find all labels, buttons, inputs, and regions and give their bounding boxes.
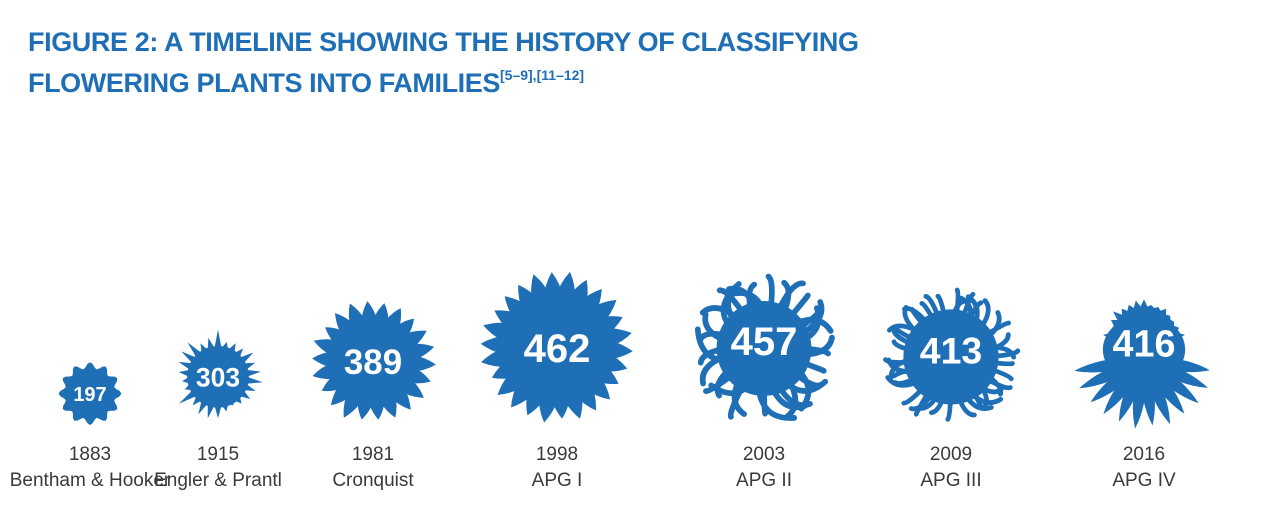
family-count-label: 413 (920, 330, 982, 372)
family-count-label: 197 (73, 384, 106, 406)
classification-system-label: Bentham & Hooker (10, 470, 171, 491)
family-count-label: 389 (344, 343, 402, 382)
classification-system-label: APG I (532, 470, 583, 491)
classification-system-label: Engler & Prantl (154, 470, 282, 491)
family-count-label: 303 (196, 362, 240, 392)
classification-system-label: Cronquist (332, 470, 414, 491)
flower-icon (312, 301, 436, 420)
year-label: 1981 (352, 444, 394, 465)
year-label: 2009 (930, 444, 972, 465)
year-label: 1998 (536, 444, 578, 465)
classification-system-label: APG IV (1112, 470, 1176, 491)
figure-title-line-1: FIGURE 2: A TIMELINE SHOWING THE HISTORY… (28, 27, 859, 57)
figure-title: FIGURE 2: A TIMELINE SHOWING THE HISTORY… (28, 26, 859, 100)
flower-icon (1074, 299, 1210, 429)
classification-system-label: APG III (920, 470, 981, 491)
year-label: 2016 (1123, 444, 1165, 465)
family-count-label: 462 (524, 327, 591, 371)
flower-icon (480, 271, 633, 423)
flower-icon (694, 273, 835, 421)
year-label: 2003 (743, 444, 785, 465)
figure-title-line-2: FLOWERING PLANTS INTO FAMILIES[5–9],[11–… (28, 59, 859, 100)
figure-citations: [5–9],[11–12] (500, 67, 585, 83)
year-label: 1915 (197, 444, 239, 465)
year-label: 1883 (69, 444, 111, 465)
figure-title-line-2-text: FLOWERING PLANTS INTO FAMILIES (28, 68, 500, 98)
family-count-label: 416 (1113, 322, 1176, 364)
flower-icon (178, 329, 263, 419)
flower-icon (883, 287, 1021, 422)
classification-system-label: APG II (736, 470, 792, 491)
flower-icon (58, 362, 122, 425)
family-count-label: 457 (731, 320, 798, 364)
